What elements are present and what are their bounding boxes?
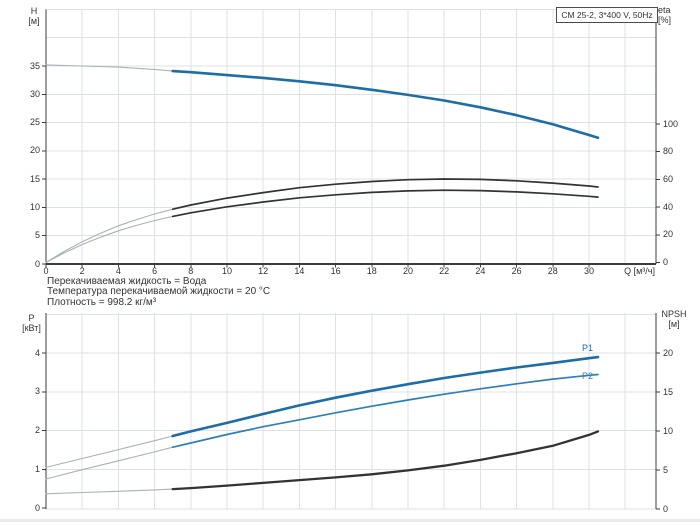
power-axis-symbol: P <box>28 313 35 323</box>
head_chart-x-tick-label: 8 <box>188 265 194 276</box>
head_chart-x-tick-label: 24 <box>475 265 486 276</box>
head_chart-x-tick-label: 6 <box>152 265 158 276</box>
head_chart-left-tick-label: 15 <box>29 173 40 184</box>
head_chart-right-tick-label: 60 <box>663 173 674 184</box>
power_npsh_chart-left-tick-label: 4 <box>34 347 40 358</box>
power-axis-unit: [кВт] <box>22 322 41 333</box>
head_chart-left-tick-label: 10 <box>29 201 40 212</box>
H-curve-thin <box>45 64 174 72</box>
eta2-curve-thin <box>45 215 174 264</box>
flow-axis-label: Q [м³/ч] <box>624 266 655 276</box>
head_chart-left-tick-label: 20 <box>29 145 40 156</box>
head-axis-symbol: H <box>30 6 38 16</box>
power_npsh_chart-left-tick-label: 2 <box>34 425 40 436</box>
eta-axis-title: eta [%] <box>658 5 694 25</box>
power_npsh_chart-right-tick-label: 15 <box>663 386 674 397</box>
npsh-axis-unit: [м] <box>668 318 680 329</box>
head_chart-x-tick-label: 2 <box>79 265 85 276</box>
page-edge-shadow <box>0 519 700 522</box>
head_chart-left-tick-label: 0 <box>34 258 40 269</box>
power_npsh_chart-right-tick-label: 0 <box>663 503 669 514</box>
head-axis-title: H [м] <box>21 6 47 26</box>
eta-axis-symbol: eta <box>658 5 671 15</box>
H-curve <box>171 69 600 140</box>
head_chart-right-tick-label: 40 <box>663 201 674 212</box>
power_npsh_chart-right-tick-label: 5 <box>663 464 669 475</box>
head_chart-x-tick-label: 26 <box>511 265 522 276</box>
eta-axis-unit: [%] <box>658 14 672 25</box>
P2-curve-label: P2 <box>582 371 594 382</box>
P2-curve-thin <box>45 446 174 480</box>
head_chart-x-tick-label: 22 <box>439 265 450 276</box>
head_chart-x-tick-label: 28 <box>547 265 558 276</box>
head_chart-right-tick-label: 0 <box>663 257 669 267</box>
liquid-info-block: Перекачиваемая жидкость = Вода Температу… <box>47 276 271 308</box>
head_chart-right-tick-label: 100 <box>663 118 679 129</box>
head_chart-x-tick-label: 18 <box>366 265 377 276</box>
head_chart-left-tick-label: 5 <box>34 230 40 241</box>
power_npsh_chart-right-tick-label: 10 <box>663 425 674 436</box>
NPSH-curve <box>171 430 600 491</box>
head-axis-unit: [м] <box>28 15 40 26</box>
power_npsh_chart-left-tick-label: 3 <box>34 386 40 397</box>
power_npsh_chart-left-tick-label: 1 <box>34 463 40 474</box>
head_chart-x-tick-label: 12 <box>258 265 269 276</box>
head_chart-x-tick-label: 20 <box>402 265 413 276</box>
power-axis-title: P [кВт] <box>17 313 46 333</box>
eta1-curve <box>171 178 599 211</box>
head_chart-x-tick-label: 4 <box>115 265 121 276</box>
head_chart-left-tick-label: 35 <box>29 60 40 71</box>
head_chart-x-tick-label: 14 <box>294 265 305 276</box>
P1-curve <box>171 355 600 438</box>
head_chart-x-tick-label: 30 <box>583 265 594 276</box>
npsh-axis-title: NPSH [м] <box>657 309 691 329</box>
head_chart-left-tick-label: 25 <box>29 117 40 128</box>
head_chart-right-tick-label: 20 <box>663 229 674 240</box>
density-line: Плотность = 998.2 кг/м³ <box>47 296 157 308</box>
liquid-temperature-line: Температура перекачиваемой жидкости = 20… <box>47 286 271 298</box>
head_chart-x-tick-label: 10 <box>221 265 232 276</box>
P2-curve <box>171 373 599 449</box>
npsh-axis-symbol: NPSH <box>661 309 687 319</box>
head_chart-x-tick-label: 0 <box>43 265 49 276</box>
power_npsh_chart-left-tick-label: 0 <box>34 502 40 513</box>
power_npsh_chart-right-tick-label: 20 <box>663 347 674 358</box>
head_chart-left-tick-label: 30 <box>29 88 40 99</box>
NPSH-curve-thin <box>45 488 174 495</box>
head_chart-right-tick-label: 80 <box>663 146 674 157</box>
eta2-curve <box>171 189 599 218</box>
P1-curve-label: P1 <box>582 343 594 354</box>
head_chart-x-tick-label: 16 <box>330 265 341 276</box>
pump-model-box: CM 25-2, 3*400 V, 50Hz <box>556 7 658 23</box>
eta1-curve-thin <box>45 208 174 264</box>
pumped-liquid-line: Перекачиваемая жидкость = Вода <box>47 276 207 287</box>
P1-curve-thin <box>45 435 174 468</box>
